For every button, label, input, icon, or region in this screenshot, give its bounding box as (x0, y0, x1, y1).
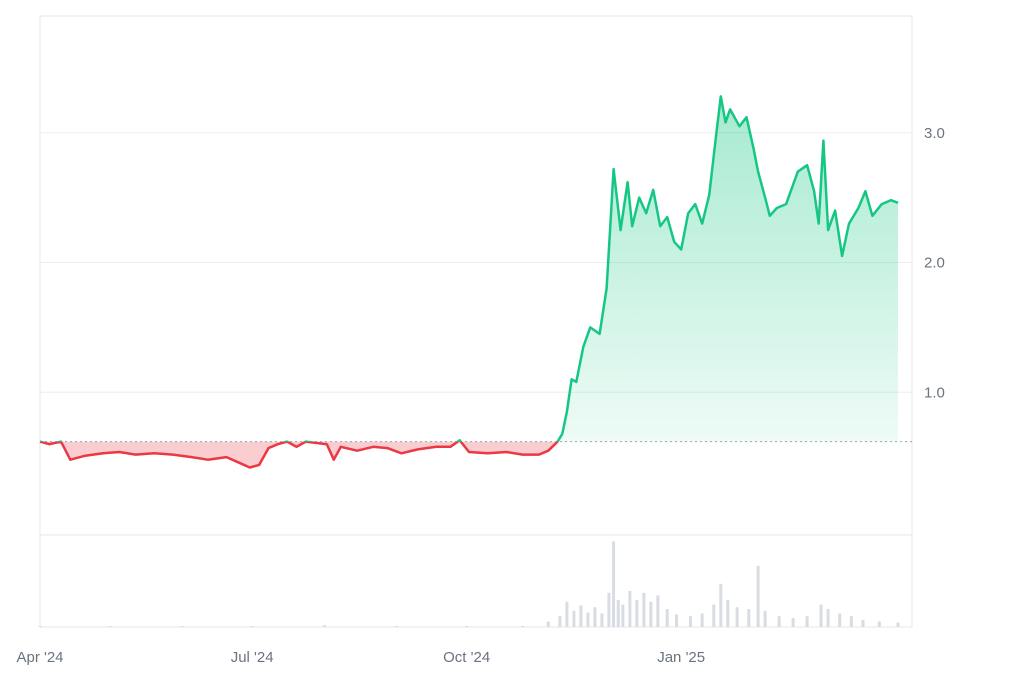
volume-bar (763, 610, 767, 627)
volume-bar (565, 601, 569, 627)
area-above-baseline (457, 96, 898, 442)
volume-bar (665, 609, 669, 627)
volume-bar (777, 616, 781, 627)
volume-bars (38, 541, 900, 627)
y-tick-label: 3.0 (924, 125, 945, 142)
volume-bar (521, 626, 525, 627)
volume-bar (838, 613, 842, 627)
volume-bar (849, 616, 853, 627)
volume-bar (805, 616, 809, 627)
volume-bar (579, 605, 583, 627)
price-line-above (40, 95, 899, 442)
volume-bar (689, 616, 693, 627)
volume-bar (546, 621, 550, 627)
volume-bar (712, 604, 716, 627)
volume-bar (656, 595, 660, 627)
y-axis-ticks: 1.0 2.0 3.0 (924, 125, 945, 402)
volume-bar (747, 609, 751, 627)
volume-bar (628, 591, 632, 627)
y-tick-label: 1.0 (924, 384, 945, 401)
volume-bar (635, 600, 639, 627)
volume-bar (593, 607, 597, 627)
volume-bar (607, 592, 611, 627)
x-tick-label: Oct '24 (443, 649, 490, 666)
volume-bar (322, 625, 326, 627)
volume-bar (616, 600, 620, 627)
volume-bar (756, 565, 760, 627)
volume-bar (819, 604, 823, 627)
volume-bar (826, 609, 830, 627)
volume-bar (465, 626, 469, 627)
volume-bar (612, 541, 616, 627)
volume-bar (558, 616, 562, 627)
price-line-below (39, 441, 560, 469)
volume-bar (108, 626, 112, 627)
x-tick-label: Apr '24 (16, 649, 63, 666)
volume-bar (600, 613, 604, 627)
volume-bar (395, 626, 399, 627)
volume-bar (675, 614, 679, 627)
volume-bar (735, 607, 739, 627)
volume-bar (572, 610, 576, 627)
volume-bar (38, 626, 42, 627)
volume-bar (896, 622, 900, 627)
volume-bar (791, 618, 795, 627)
volume-bar (642, 592, 646, 627)
volume-bar (621, 604, 625, 627)
volume-bar (586, 612, 590, 627)
y-tick-label: 2.0 (924, 255, 945, 272)
x-tick-label: Jul '24 (231, 649, 274, 666)
volume-bar (700, 613, 704, 627)
volume-bar (250, 626, 254, 627)
volume-bar (726, 600, 730, 627)
volume-bar (719, 583, 723, 627)
volume-bar (649, 601, 653, 627)
x-tick-label: Jan '25 (657, 649, 705, 666)
volume-bar (861, 619, 865, 627)
x-axis-ticks: Apr '24 Jul '24 Oct '24 Jan '25 (16, 649, 705, 666)
area-below-baseline (40, 441, 898, 468)
plot-frame (39, 15, 913, 628)
volume-bar (877, 621, 881, 627)
volume-bar (180, 626, 184, 627)
